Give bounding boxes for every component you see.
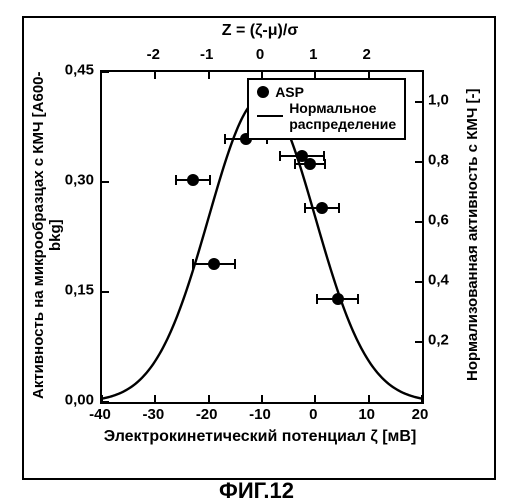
y2-tick-label: 0,6: [428, 212, 449, 229]
x2-tick-label: -1: [200, 46, 213, 63]
x-axis-label: Электрокинетический потенциал ζ [мВ]: [100, 428, 420, 446]
x-error-cap: [279, 151, 281, 161]
tick: [415, 281, 422, 283]
x-tick-label: 20: [412, 406, 429, 423]
y2-axis-label: Нормализованная активность с КМЧ [-]: [464, 70, 481, 400]
y2-tick-label: 0,8: [428, 152, 449, 169]
tick: [154, 72, 156, 79]
y2-tick-label: 1,0: [428, 92, 449, 109]
tick: [415, 161, 422, 163]
tick: [314, 395, 316, 402]
x-error-cap: [324, 159, 326, 169]
x-error-cap: [175, 175, 177, 185]
marker-dot: [316, 202, 328, 214]
x-error-cap: [192, 259, 194, 269]
tick: [208, 72, 210, 79]
x-error-cap: [294, 159, 296, 169]
x-tick-label: 0: [309, 406, 317, 423]
y-tick-label: 0,45: [65, 62, 94, 79]
tick: [208, 395, 210, 402]
y-tick-label: 0,00: [65, 392, 94, 409]
x-tick-label: -20: [196, 406, 218, 423]
y-axis-label: Активность на микрообразцах с КМЧ [A600-…: [30, 70, 64, 400]
legend-entry-asp: ASP: [257, 84, 396, 100]
tick: [102, 181, 109, 183]
x-error-cap: [234, 259, 236, 269]
x-error-cap: [316, 294, 318, 304]
x-tick-label: 10: [358, 406, 375, 423]
x2-tick-label: 1: [309, 46, 317, 63]
x-tick-label: -10: [249, 406, 271, 423]
legend-label-normal: Нормальноераспределение: [289, 100, 396, 132]
y2-tick-label: 0,2: [428, 332, 449, 349]
tick: [261, 395, 263, 402]
x2-tick-label: 0: [256, 46, 264, 63]
x2-axis-label: Z = (ζ-μ)/σ: [100, 22, 420, 40]
y-tick-label: 0,30: [65, 172, 94, 189]
tick: [415, 341, 422, 343]
y2-tick-label: 0,4: [428, 272, 449, 289]
tick: [102, 401, 109, 403]
normal-distribution-line: [102, 98, 422, 399]
legend-label-asp: ASP: [275, 84, 304, 100]
legend-entry-normal: Нормальноераспределение: [257, 100, 396, 132]
tick: [415, 221, 422, 223]
x-error-cap: [209, 175, 211, 185]
y-tick-label: 0,15: [65, 282, 94, 299]
legend: ASP Нормальноераспределение: [247, 78, 406, 140]
x2-tick-label: 2: [362, 46, 370, 63]
tick: [102, 291, 109, 293]
tick: [368, 395, 370, 402]
tick: [415, 101, 422, 103]
x-error-cap: [224, 134, 226, 144]
x-tick-label: -30: [142, 406, 164, 423]
x-error-cap: [338, 203, 340, 213]
line-icon: [257, 115, 283, 117]
marker-dot: [187, 174, 199, 186]
x-error-cap: [304, 203, 306, 213]
x2-tick-label: -2: [147, 46, 160, 63]
marker-dot: [332, 293, 344, 305]
figure-caption: ФИГ.12: [0, 478, 513, 504]
circle-marker-icon: [257, 86, 269, 98]
x-tick-label: -40: [89, 406, 111, 423]
tick: [154, 395, 156, 402]
x-error-cap: [357, 294, 359, 304]
tick: [421, 395, 423, 402]
tick: [102, 71, 109, 73]
